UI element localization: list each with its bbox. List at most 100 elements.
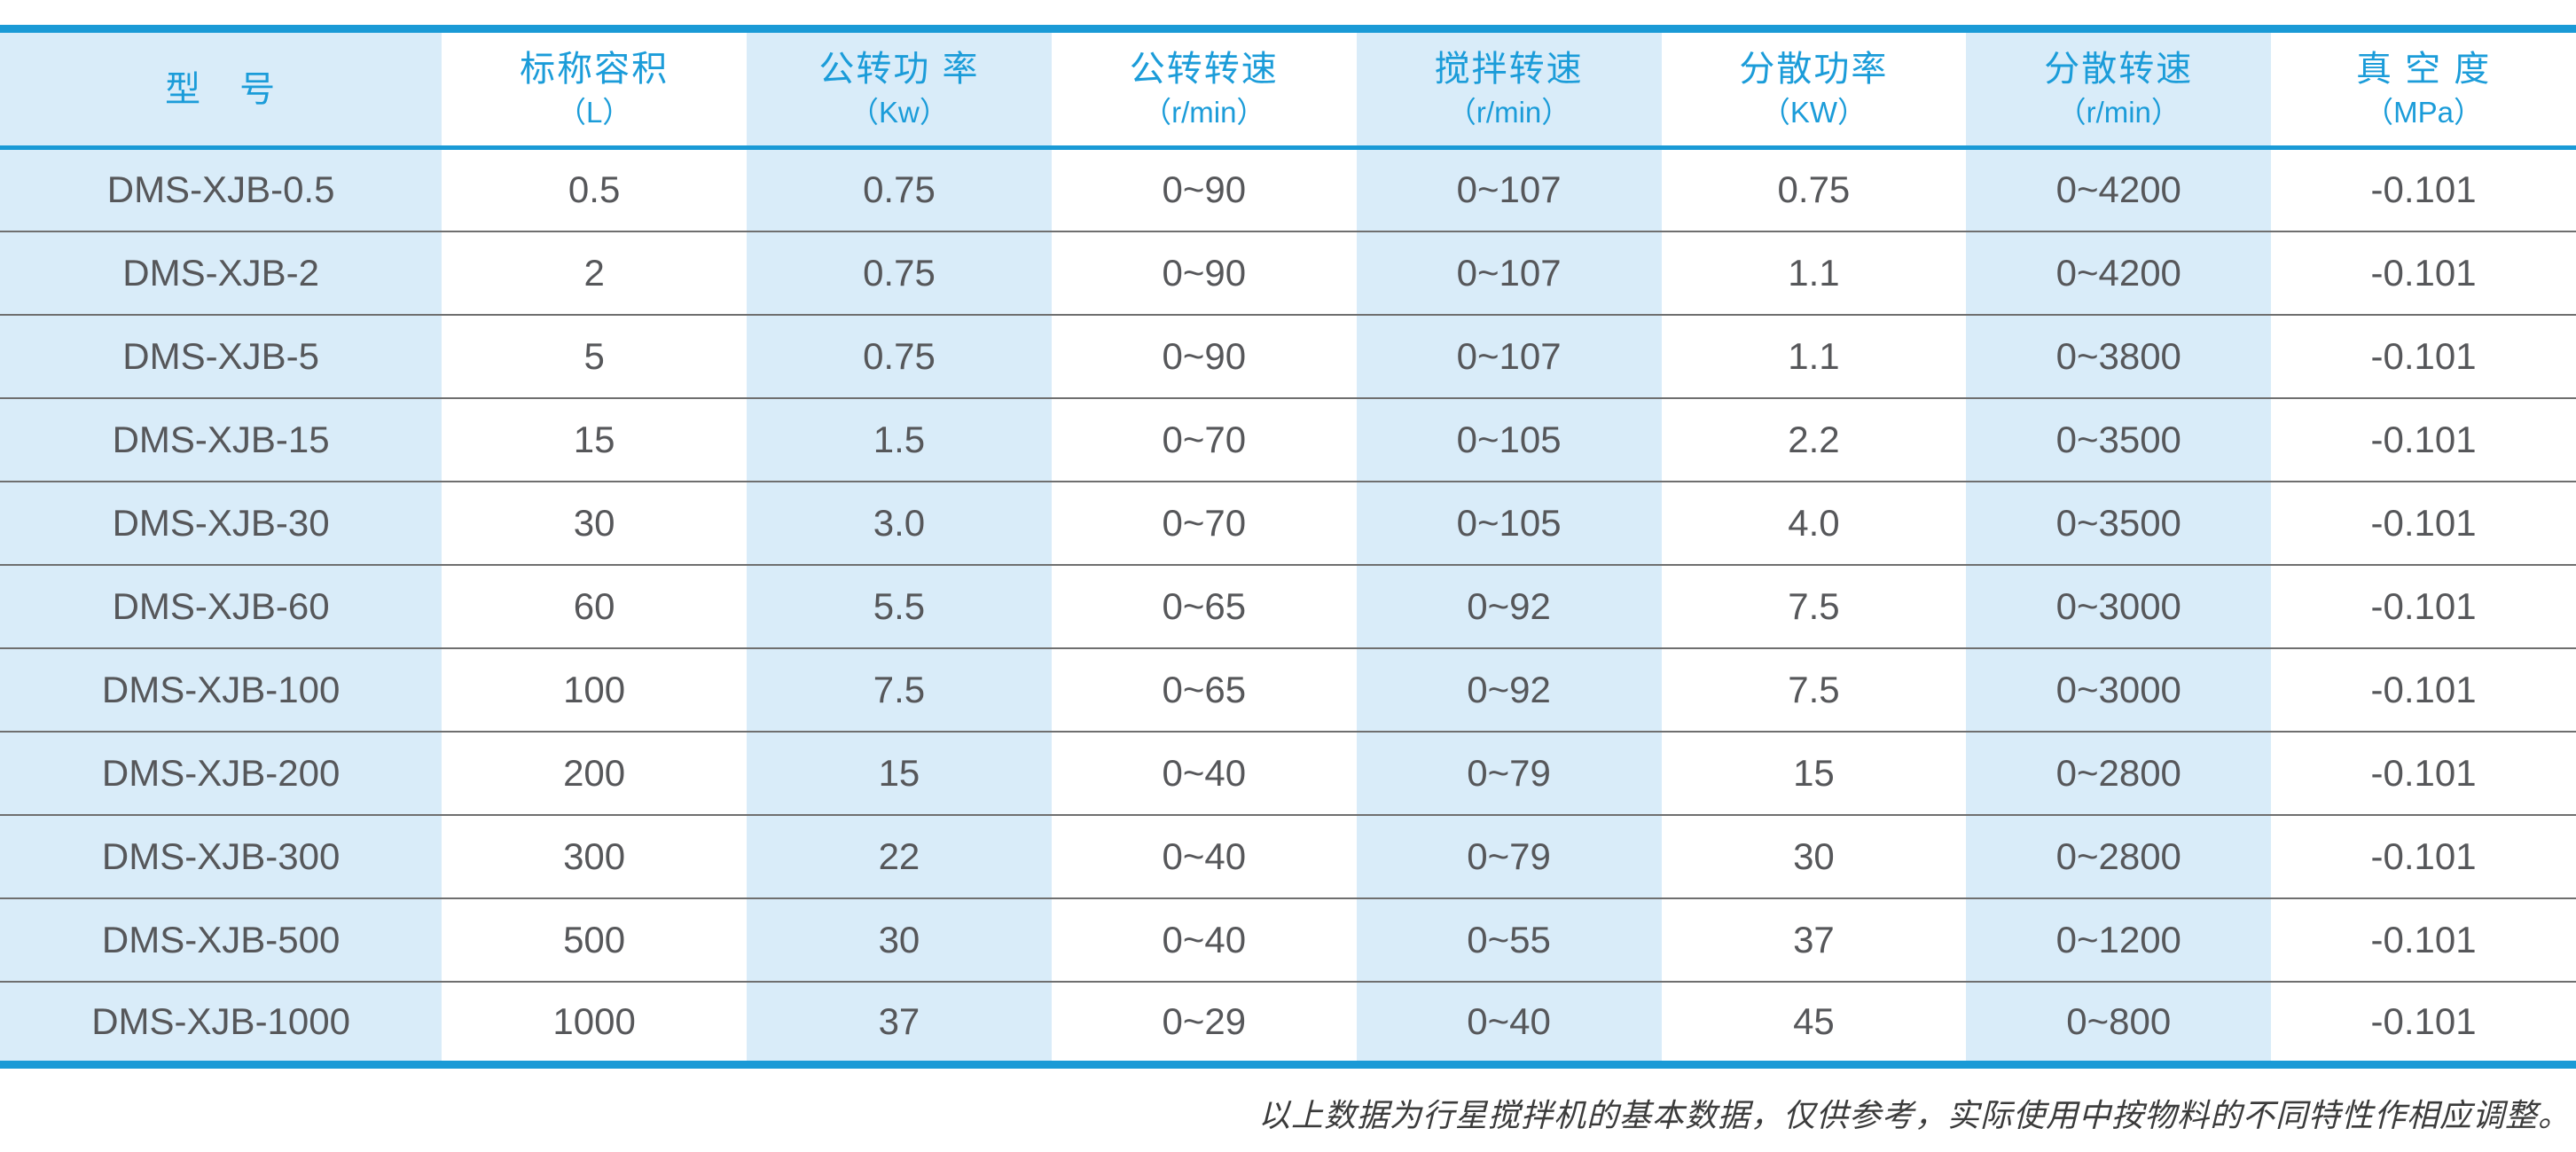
table-row: DMS-XJB-5 5 0.75 0~90 0~107 1.1 0~3800 -0.101 [0, 313, 2576, 398]
cell-model: DMS-XJB-2 [0, 230, 442, 315]
planetary-mixer-spec-table: 型 号 标称容积 （L） 公转功 率 （Kw） 公转转速 （r/min） 搅拌转速 （r/min… [0, 25, 2576, 1069]
cell-dispersion-power: 0.75 [1777, 168, 1851, 211]
cell-revolution-speed: 0~90 [1051, 313, 1357, 398]
cell-revolution-speed: 0~40 [1051, 813, 1357, 898]
table-row: DMS-XJB-300 300 22 0~40 0~79 30 0~2800 -0.101 [0, 813, 2576, 898]
cell-capacity: 100 [442, 647, 748, 732]
cell-stirring-speed: 0~107 [1356, 147, 1662, 231]
cell-revolution-power: 7.5 [747, 647, 1052, 732]
table-header: 型 号 标称容积 （L） 公转功 率 （Kw） 公转转速 （r/min） 搅拌转速 （r/min… [0, 28, 2576, 150]
cell-revolution-speed: 0~70 [1051, 396, 1357, 482]
table-row: DMS-XJB-100 100 7.5 0~65 0~92 7.5 0~3000 -0.101 [0, 647, 2576, 732]
cell-vacuum: -0.101 [2271, 647, 2576, 732]
cell-dispersion-power: 45 [1661, 980, 1967, 1065]
cell-revolution-power: 30 [747, 897, 1052, 982]
cell-capacity: 60 [442, 563, 748, 648]
table-row: DMS-XJB-0.5 0.5 0.75 0~90 0~107 0.75 0~4200 -0.… [0, 147, 2576, 231]
column-unit: （r/min） [1446, 96, 1571, 129]
cell-model: DMS-XJB-200 [0, 730, 442, 815]
cell-vacuum: -0.101 [2271, 980, 2576, 1065]
column-title: 搅拌转速 [1434, 50, 1584, 90]
column-header-revolution-power: 公转功 率 （Kw） [747, 28, 1052, 150]
cell-dispersion-power: 15 [1661, 730, 1967, 815]
cell-revolution-power: 0.75 [747, 230, 1052, 315]
cell-revolution-speed: 0~90 [1051, 230, 1357, 315]
cell-stirring-speed: 0~55 [1356, 897, 1662, 982]
cell-vacuum: -0.101 [2271, 313, 2576, 398]
column-title: 分散功率 [1739, 50, 1889, 90]
cell-vacuum: -0.101 [2271, 813, 2576, 898]
cell-revolution-power: 37 [747, 980, 1052, 1065]
cell-revolution-power: 22 [747, 813, 1052, 898]
cell-dispersion-speed: 0~2800 [1966, 730, 2272, 815]
cell-dispersion-power: 37 [1661, 897, 1967, 982]
cell-revolution-power: 5.5 [747, 563, 1052, 648]
table-row: DMS-XJB-30 30 3.0 0~70 0~105 4.0 0~3500 -0.101 [0, 480, 2576, 565]
column-title: 真 空 度 [2355, 50, 2492, 90]
cell-capacity: 500 [442, 897, 748, 982]
cell-model: DMS-XJB-30 [0, 480, 442, 565]
cell-stirring-speed: 0~105 [1356, 396, 1662, 482]
column-title: 分散转速 [2044, 50, 2194, 90]
cell-stirring-speed: 0~79 [1356, 730, 1662, 815]
column-header-capacity: 标称容积 （L） [442, 28, 748, 150]
cell-vacuum: -0.101 [2271, 480, 2576, 565]
cell-revolution-power: 15 [747, 730, 1052, 815]
cell-stirring-speed: 0~107 [1356, 230, 1662, 315]
cell-dispersion-speed: 0~4200 [1966, 147, 2272, 231]
cell-capacity: 0.5 [568, 168, 621, 211]
cell-dispersion-power: 7.5 [1661, 563, 1967, 648]
table-row: DMS-XJB-500 500 30 0~40 0~55 37 0~1200 -0.101 [0, 897, 2576, 982]
cell-stirring-speed: 0~92 [1356, 647, 1662, 732]
cell-stirring-speed: 0~92 [1356, 563, 1662, 648]
column-unit: （Kw） [850, 96, 949, 129]
cell-model: DMS-XJB-5 [0, 313, 442, 398]
table-row: DMS-XJB-15 15 1.5 0~70 0~105 2.2 0~3500 -0.101 [0, 396, 2576, 482]
cell-revolution-power: 1.5 [747, 396, 1052, 482]
cell-capacity: 30 [442, 480, 748, 565]
cell-capacity: 300 [442, 813, 748, 898]
column-unit: （KW） [1760, 96, 1867, 129]
cell-dispersion-speed: 0~3500 [1966, 396, 2272, 482]
table-row: DMS-XJB-1000 1000 37 0~29 0~40 45 0~800 -0.101 [0, 980, 2576, 1065]
column-header-stirring-speed: 搅拌转速 （r/min） [1356, 28, 1662, 150]
cell-revolution-power: 0.75 [747, 147, 1052, 231]
cell-model: DMS-XJB-1000 [0, 980, 442, 1065]
cell-stirring-speed: 0~107 [1356, 313, 1662, 398]
column-header-dispersion-speed: 分散转速 （r/min） [1966, 28, 2272, 150]
cell-dispersion-power: 4.0 [1661, 480, 1967, 565]
cell-dispersion-speed: 0~4200 [1966, 230, 2272, 315]
cell-dispersion-speed: 0~3000 [1966, 563, 2272, 648]
cell-revolution-speed: 0~40 [1051, 730, 1357, 815]
spec-sheet-page: 型 号 标称容积 （L） 公转功 率 （Kw） 公转转速 （r/min） 搅拌转速 （r/min… [0, 25, 2576, 1152]
cell-vacuum: -0.101 [2271, 230, 2576, 315]
cell-revolution-power: 0.75 [747, 313, 1052, 398]
table-row: DMS-XJB-60 60 5.5 0~65 0~92 7.5 0~3000 -0.101 [0, 563, 2576, 648]
column-header-vacuum: 真 空 度 （MPa） [2271, 28, 2576, 150]
cell-stirring-speed: 0~105 [1356, 480, 1662, 565]
cell-stirring-speed: 0~40 [1356, 980, 1662, 1065]
cell-dispersion-power: 30 [1661, 813, 1967, 898]
cell-vacuum: -0.101 [2271, 730, 2576, 815]
cell-vacuum: -0.101 [2370, 168, 2477, 211]
cell-revolution-speed: 0~70 [1051, 480, 1357, 565]
column-title: 标称容积 [520, 50, 669, 90]
cell-capacity: 5 [442, 313, 748, 398]
cell-dispersion-speed: 0~3800 [1966, 313, 2272, 398]
column-title: 公转转速 [1129, 50, 1279, 90]
cell-revolution-speed: 0~29 [1051, 980, 1357, 1065]
cell-dispersion-power: 7.5 [1661, 647, 1967, 732]
cell-dispersion-speed: 0~3000 [1966, 647, 2272, 732]
cell-vacuum: -0.101 [2271, 396, 2576, 482]
footnote-text: 以上数据为行星搅拌机的基本数据，仅供参考，实际使用中按物料的不同特性作相应调整。 [1257, 1098, 2571, 1134]
cell-model: DMS-XJB-15 [0, 396, 442, 482]
cell-revolution-speed: 0~90 [1162, 168, 1247, 211]
column-title: 型 号 [165, 69, 278, 109]
cell-model: DMS-XJB-300 [0, 813, 442, 898]
header-row: 型 号 标称容积 （L） 公转功 率 （Kw） 公转转速 （r/min） 搅拌转速 （r/min… [0, 28, 2576, 150]
cell-dispersion-speed: 0~800 [1966, 980, 2272, 1065]
cell-dispersion-speed: 0~2800 [1966, 813, 2272, 898]
cell-stirring-speed: 0~79 [1356, 813, 1662, 898]
cell-revolution-power: 3.0 [747, 480, 1052, 565]
column-unit: （L） [556, 96, 632, 129]
